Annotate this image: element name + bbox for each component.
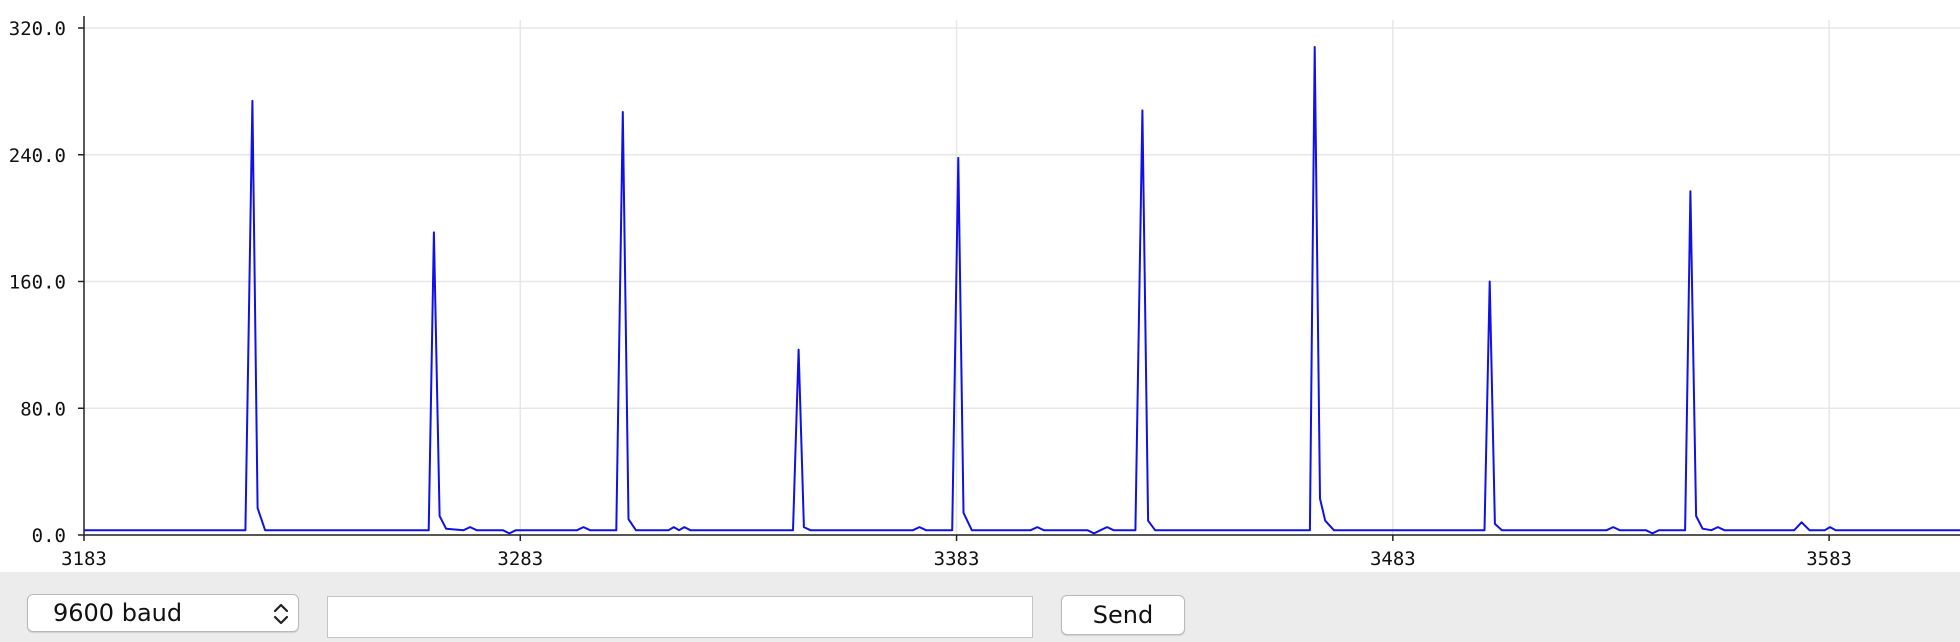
control-bar: 9600 baud Send	[0, 572, 1960, 642]
y-tick-label: 0.0	[32, 525, 66, 547]
x-tick-label: 3483	[1370, 548, 1416, 570]
y-tick-label: 240.0	[9, 145, 66, 167]
x-tick-label: 3283	[497, 548, 543, 570]
axes: 0.0 80.0 160.0 240.0 320.0 3183 3283 3383 3483 35…	[9, 16, 1960, 570]
grid-lines	[84, 20, 1960, 536]
baud-rate-select[interactable]: 9600 baud	[27, 594, 299, 632]
x-tick-label: 3583	[1806, 548, 1852, 570]
up-down-chevron-icon	[273, 603, 289, 625]
series-layer	[84, 46, 1960, 535]
y-tick-label: 160.0	[9, 272, 66, 294]
chart-svg: 0.0 80.0 160.0 240.0 320.0 3183 3283 3383 3483 35…	[9, 16, 1960, 570]
serial-plotter-chart: 0.0 80.0 160.0 240.0 320.0 3183 3283 3383 3483 35…	[8, 16, 1960, 570]
y-tick-label: 320.0	[9, 18, 66, 40]
send-button[interactable]: Send	[1061, 595, 1185, 635]
y-tick-label: 80.0	[20, 398, 66, 420]
x-tick-label: 3183	[61, 548, 107, 570]
x-tick-label: 3383	[934, 548, 980, 570]
message-input[interactable]	[327, 596, 1033, 638]
baud-rate-value: 9600 baud	[53, 599, 183, 627]
series-line	[84, 46, 1960, 535]
